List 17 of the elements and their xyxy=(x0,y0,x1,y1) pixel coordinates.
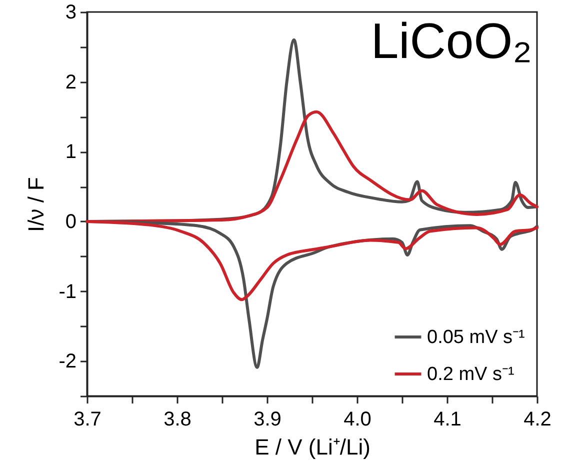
x-tick-label: 4.2 xyxy=(524,408,552,430)
y-axis-title: I/ν / F xyxy=(24,177,49,232)
y-tick-label: 2 xyxy=(65,71,76,94)
y-tick-label: -1 xyxy=(58,280,76,303)
y-tick-label: -2 xyxy=(58,350,76,373)
x-tick-label: 4.1 xyxy=(434,408,462,430)
y-tick-label: 3 xyxy=(65,2,76,24)
y-tick-label: 1 xyxy=(65,141,76,164)
legend-label: 0.05 mV s⁻¹ xyxy=(427,327,525,348)
x-axis-title: E / V (Li⁺/Li) xyxy=(254,434,370,460)
y-tick-label: 0 xyxy=(65,210,76,233)
x-tick-label: 3.9 xyxy=(254,408,282,430)
x-tick-label: 3.7 xyxy=(74,408,102,430)
annotation: LiCoO₂ xyxy=(370,13,532,69)
x-tick-label: 3.8 xyxy=(164,408,192,430)
legend-label: 0.2 mV s⁻¹ xyxy=(427,364,514,385)
x-tick-label: 4.0 xyxy=(344,408,372,430)
